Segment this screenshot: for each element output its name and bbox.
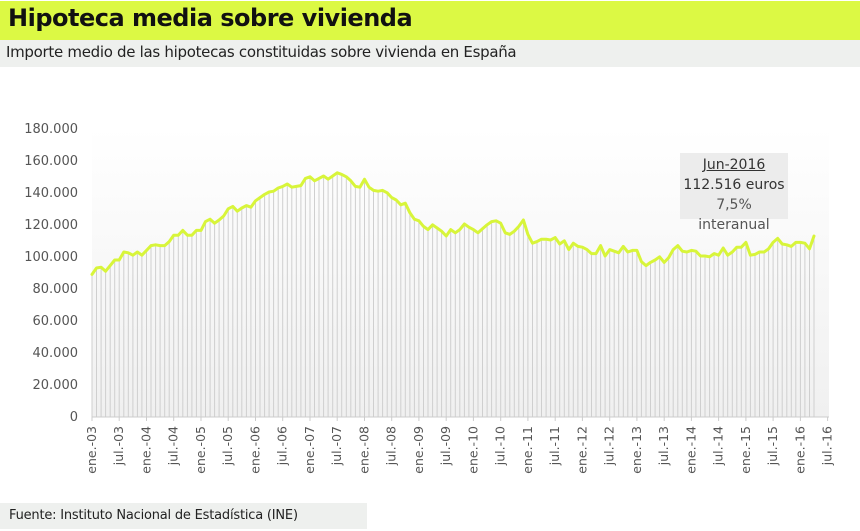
x-tick-label: jul.-08 (384, 426, 399, 466)
x-tick-label: jul.-07 (329, 426, 344, 466)
x-tick-label: ene.-08 (356, 426, 371, 474)
x-tick-label: ene.-05 (193, 426, 208, 474)
data-line (90, 171, 816, 276)
x-tick-label: jul.-16 (820, 426, 835, 466)
y-tick-label: 0 (70, 410, 78, 425)
callout-date: Jun-2016 (702, 157, 766, 173)
x-tick-label: ene.-15 (738, 426, 753, 474)
y-tick-label: 40.000 (33, 346, 79, 361)
x-tick-label: jul.-11 (547, 426, 562, 466)
y-tick-label: 140.000 (24, 186, 78, 201)
x-axis: ene.-03 jul.-03 ene.-04 jul.-04 ene.-05 jul.-… (84, 417, 835, 474)
y-tick-label: 20.000 (33, 378, 79, 393)
source-band: Fuente: Instituto Nacional de Estadístic… (0, 503, 367, 529)
x-tick-label: jul.-13 (656, 426, 671, 466)
y-tick-label: 120.000 (24, 218, 78, 233)
x-tick-label: jul.-10 (493, 426, 508, 466)
x-tick-label: ene.-13 (629, 426, 644, 474)
x-tick-label: ene.-09 (411, 426, 426, 474)
source-note: Fuente: Instituto Nacional de Estadístic… (9, 508, 298, 523)
callout-change: 7,5% interanual (698, 197, 770, 233)
x-tick-label: ene.-12 (574, 426, 589, 474)
x-tick-label: ene.-10 (465, 426, 480, 474)
x-tick-label: ene.-06 (247, 426, 262, 474)
x-tick-label: jul.-15 (765, 426, 780, 466)
y-tick-label: 80.000 (33, 282, 79, 297)
x-tick-label: ene.-03 (84, 426, 99, 474)
x-tick-label: ene.-16 (792, 426, 807, 474)
subtitle-band: Importe medio de las hipotecas constitui… (0, 40, 860, 67)
x-tick-label: ene.-14 (683, 426, 698, 474)
y-tick-label: 60.000 (33, 314, 79, 329)
y-tick-label: 160.000 (24, 154, 78, 169)
callout-value: 112.516 euros (683, 177, 785, 193)
x-tick-label: jul.-14 (711, 426, 726, 466)
y-tick-label: 180.000 (24, 122, 78, 137)
x-tick-label: jul.-06 (275, 426, 290, 466)
chart-title: Hipoteca media sobre vivienda (8, 4, 413, 32)
x-tick-label: jul.-12 (602, 426, 617, 466)
x-tick-label: jul.-03 (111, 426, 126, 466)
x-tick-label: jul.-04 (166, 426, 181, 466)
y-tick-label: 100.000 (24, 250, 78, 265)
chart-subtitle: Importe medio de las hipotecas constitui… (6, 43, 517, 61)
title-band: Hipoteca media sobre vivienda (0, 1, 860, 40)
x-tick-label: ene.-11 (520, 426, 535, 474)
x-tick-label: jul.-09 (438, 426, 453, 466)
x-tick-label: ene.-07 (302, 426, 317, 474)
x-tick-label: jul.-05 (220, 426, 235, 466)
drop-lines (91, 172, 815, 417)
x-tick-label: ene.-04 (138, 426, 153, 474)
annotation-callout: Jun-2016 112.516 euros 7,5% interanual (680, 153, 788, 233)
y-axis: 0 20.000 40.000 60.000 80.000 100.000 120.000 1… (24, 122, 78, 425)
